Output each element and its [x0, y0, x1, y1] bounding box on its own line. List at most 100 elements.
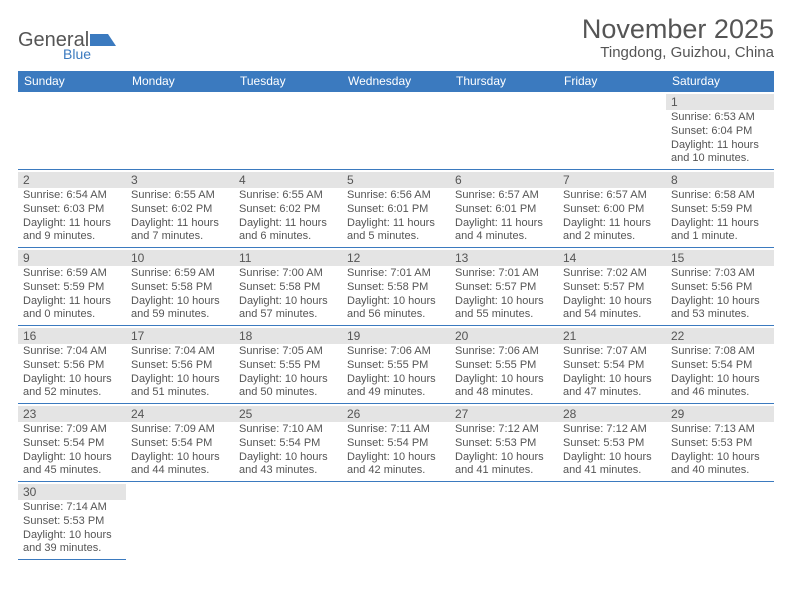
calendar-week: 9Sunrise: 6:59 AMSunset: 5:59 PMDaylight… — [18, 248, 774, 326]
day-info: Sunrise: 7:05 AMSunset: 5:55 PMDaylight:… — [239, 345, 337, 400]
day-cell: 12Sunrise: 7:01 AMSunset: 5:58 PMDayligh… — [342, 248, 450, 326]
logo-text-blue: Blue — [63, 46, 91, 60]
day-info: Sunrise: 6:57 AMSunset: 6:00 PMDaylight:… — [563, 189, 661, 244]
sunset-text: Sunset: 5:58 PM — [347, 281, 445, 295]
day-cell: 16Sunrise: 7:04 AMSunset: 5:56 PMDayligh… — [18, 326, 126, 404]
day-cell: 2Sunrise: 6:54 AMSunset: 6:03 PMDaylight… — [18, 170, 126, 248]
day-number: 7 — [558, 172, 666, 188]
sunset-text: Sunset: 5:55 PM — [239, 359, 337, 373]
day-cell: 20Sunrise: 7:06 AMSunset: 5:55 PMDayligh… — [450, 326, 558, 404]
sunrise-text: Sunrise: 7:01 AM — [347, 267, 445, 281]
sunrise-text: Sunrise: 7:06 AM — [347, 345, 445, 359]
day-cell: 24Sunrise: 7:09 AMSunset: 5:54 PMDayligh… — [126, 404, 234, 482]
sunrise-text: Sunrise: 7:11 AM — [347, 423, 445, 437]
day-info: Sunrise: 7:06 AMSunset: 5:55 PMDaylight:… — [455, 345, 553, 400]
day-number: 11 — [234, 250, 342, 266]
day-cell: 9Sunrise: 6:59 AMSunset: 5:59 PMDaylight… — [18, 248, 126, 326]
daylight-text: Daylight: 10 hours and 49 minutes. — [347, 373, 445, 401]
day-number: 30 — [18, 484, 126, 500]
sunrise-text: Sunrise: 7:09 AM — [131, 423, 229, 437]
day-cell: 29Sunrise: 7:13 AMSunset: 5:53 PMDayligh… — [666, 404, 774, 482]
sunrise-text: Sunrise: 7:01 AM — [455, 267, 553, 281]
sunset-text: Sunset: 6:02 PM — [131, 203, 229, 217]
day-number: 5 — [342, 172, 450, 188]
day-number: 24 — [126, 406, 234, 422]
day-number: 21 — [558, 328, 666, 344]
day-cell: 5Sunrise: 6:56 AMSunset: 6:01 PMDaylight… — [342, 170, 450, 248]
day-info: Sunrise: 7:01 AMSunset: 5:58 PMDaylight:… — [347, 267, 445, 322]
sunrise-text: Sunrise: 7:12 AM — [455, 423, 553, 437]
sunrise-text: Sunrise: 7:08 AM — [671, 345, 769, 359]
sunset-text: Sunset: 5:54 PM — [563, 359, 661, 373]
empty-cell — [342, 92, 450, 170]
sunset-text: Sunset: 5:54 PM — [239, 437, 337, 451]
daylight-text: Daylight: 10 hours and 39 minutes. — [23, 529, 121, 557]
logo-flag-icon — [90, 34, 116, 46]
day-info: Sunrise: 6:59 AMSunset: 5:58 PMDaylight:… — [131, 267, 229, 322]
sunrise-text: Sunrise: 6:53 AM — [671, 111, 769, 125]
sunset-text: Sunset: 6:03 PM — [23, 203, 121, 217]
day-cell: 4Sunrise: 6:55 AMSunset: 6:02 PMDaylight… — [234, 170, 342, 248]
sunset-text: Sunset: 6:00 PM — [563, 203, 661, 217]
day-cell: 27Sunrise: 7:12 AMSunset: 5:53 PMDayligh… — [450, 404, 558, 482]
sunset-text: Sunset: 5:59 PM — [671, 203, 769, 217]
day-cell: 3Sunrise: 6:55 AMSunset: 6:02 PMDaylight… — [126, 170, 234, 248]
sunset-text: Sunset: 5:56 PM — [671, 281, 769, 295]
daylight-text: Daylight: 10 hours and 41 minutes. — [563, 451, 661, 479]
day-cell: 15Sunrise: 7:03 AMSunset: 5:56 PMDayligh… — [666, 248, 774, 326]
day-cell: 13Sunrise: 7:01 AMSunset: 5:57 PMDayligh… — [450, 248, 558, 326]
sunrise-text: Sunrise: 6:55 AM — [239, 189, 337, 203]
day-cell: 7Sunrise: 6:57 AMSunset: 6:00 PMDaylight… — [558, 170, 666, 248]
sunset-text: Sunset: 5:53 PM — [671, 437, 769, 451]
day-header-friday: Friday — [558, 71, 666, 92]
day-cell: 30Sunrise: 7:14 AMSunset: 5:53 PMDayligh… — [18, 482, 126, 560]
day-info: Sunrise: 6:54 AMSunset: 6:03 PMDaylight:… — [23, 189, 121, 244]
day-info: Sunrise: 7:07 AMSunset: 5:54 PMDaylight:… — [563, 345, 661, 400]
day-cell: 17Sunrise: 7:04 AMSunset: 5:56 PMDayligh… — [126, 326, 234, 404]
daylight-text: Daylight: 10 hours and 59 minutes. — [131, 295, 229, 323]
empty-cell — [558, 92, 666, 170]
daylight-text: Daylight: 10 hours and 48 minutes. — [455, 373, 553, 401]
day-number: 27 — [450, 406, 558, 422]
sunrise-text: Sunrise: 6:56 AM — [347, 189, 445, 203]
day-cell: 18Sunrise: 7:05 AMSunset: 5:55 PMDayligh… — [234, 326, 342, 404]
empty-cell — [234, 482, 342, 560]
empty-cell — [18, 92, 126, 170]
sunrise-text: Sunrise: 7:03 AM — [671, 267, 769, 281]
sunrise-text: Sunrise: 7:02 AM — [563, 267, 661, 281]
daylight-text: Daylight: 10 hours and 52 minutes. — [23, 373, 121, 401]
sunrise-text: Sunrise: 7:12 AM — [563, 423, 661, 437]
day-info: Sunrise: 7:04 AMSunset: 5:56 PMDaylight:… — [131, 345, 229, 400]
sunrise-text: Sunrise: 7:04 AM — [23, 345, 121, 359]
day-cell: 22Sunrise: 7:08 AMSunset: 5:54 PMDayligh… — [666, 326, 774, 404]
sunrise-text: Sunrise: 7:06 AM — [455, 345, 553, 359]
sunset-text: Sunset: 5:53 PM — [455, 437, 553, 451]
daylight-text: Daylight: 11 hours and 0 minutes. — [23, 295, 121, 323]
logo-svg: General Blue — [18, 24, 128, 60]
day-header-thursday: Thursday — [450, 71, 558, 92]
daylight-text: Daylight: 10 hours and 45 minutes. — [23, 451, 121, 479]
sunset-text: Sunset: 5:58 PM — [131, 281, 229, 295]
sunset-text: Sunset: 5:53 PM — [23, 515, 121, 529]
page-title: November 2025 — [582, 14, 774, 45]
day-info: Sunrise: 7:09 AMSunset: 5:54 PMDaylight:… — [23, 423, 121, 478]
sunrise-text: Sunrise: 6:59 AM — [131, 267, 229, 281]
day-cell: 28Sunrise: 7:12 AMSunset: 5:53 PMDayligh… — [558, 404, 666, 482]
sunset-text: Sunset: 5:56 PM — [131, 359, 229, 373]
day-cell: 8Sunrise: 6:58 AMSunset: 5:59 PMDaylight… — [666, 170, 774, 248]
sunrise-text: Sunrise: 6:57 AM — [455, 189, 553, 203]
sunrise-text: Sunrise: 7:09 AM — [23, 423, 121, 437]
empty-cell — [342, 482, 450, 560]
day-info: Sunrise: 7:13 AMSunset: 5:53 PMDaylight:… — [671, 423, 769, 478]
daylight-text: Daylight: 10 hours and 53 minutes. — [671, 295, 769, 323]
title-block: November 2025 Tingdong, Guizhou, China — [582, 14, 774, 61]
day-number: 8 — [666, 172, 774, 188]
day-number: 12 — [342, 250, 450, 266]
sunset-text: Sunset: 5:54 PM — [131, 437, 229, 451]
day-number: 23 — [18, 406, 126, 422]
day-header-sunday: Sunday — [18, 71, 126, 92]
empty-cell — [234, 92, 342, 170]
day-cell: 1Sunrise: 6:53 AMSunset: 6:04 PMDaylight… — [666, 92, 774, 170]
day-info: Sunrise: 6:55 AMSunset: 6:02 PMDaylight:… — [239, 189, 337, 244]
day-number: 10 — [126, 250, 234, 266]
